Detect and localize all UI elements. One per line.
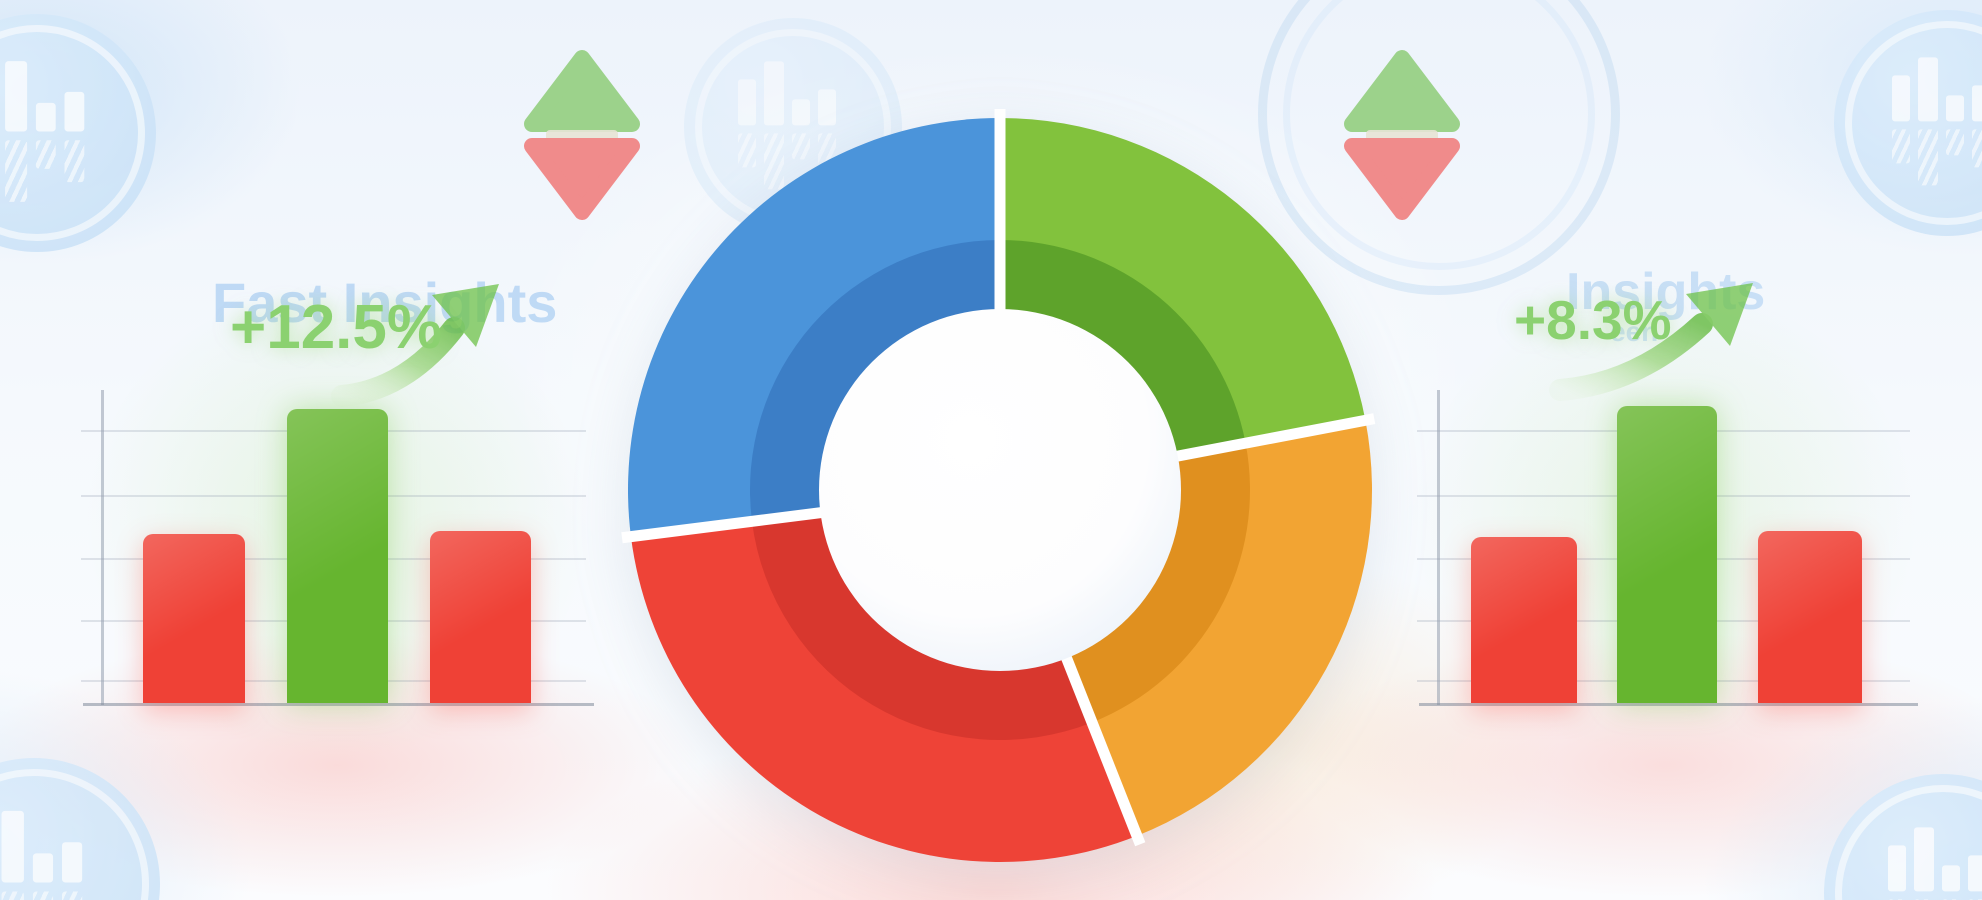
bar-chart-badge-icon — [1834, 10, 1982, 236]
red-bar — [143, 534, 245, 703]
red-bar — [430, 531, 531, 703]
bar-chart-badge-icon — [0, 758, 160, 900]
badge-bars-glyph — [0, 809, 96, 900]
badge-bars-glyph — [1892, 55, 1982, 186]
y-axis — [1437, 390, 1440, 705]
left-change-label: +12.5% — [230, 293, 443, 362]
red-bar — [1758, 531, 1862, 703]
left-bar-chart — [81, 390, 594, 706]
badge-bars-glyph — [0, 59, 98, 202]
green-bar — [1617, 406, 1717, 703]
right-bar-chart — [1417, 390, 1918, 706]
green-bar — [287, 409, 388, 703]
up-down-arrows-icon — [1344, 50, 1460, 220]
badge-bars-glyph — [1888, 825, 1982, 900]
watermark-text-left: Fast Insights — [212, 271, 558, 334]
trend-arrow-up-icon — [331, 284, 499, 407]
donut-chart — [621, 109, 1376, 862]
up-down-arrows-icon — [524, 50, 640, 220]
y-axis — [101, 390, 104, 705]
right-change-label: +8.3% — [1514, 289, 1672, 351]
decorative-ring — [1258, 0, 1620, 295]
watermark-text-right-sub: een — [1610, 316, 1659, 347]
red-bar — [1471, 537, 1577, 703]
trend-arrow-up-icon — [1549, 283, 1753, 401]
x-axis-baseline — [83, 703, 594, 706]
x-axis-baseline — [1419, 703, 1918, 706]
bar-chart-badge-icon — [0, 14, 156, 252]
bar-chart-badge-icon — [1824, 774, 1982, 900]
